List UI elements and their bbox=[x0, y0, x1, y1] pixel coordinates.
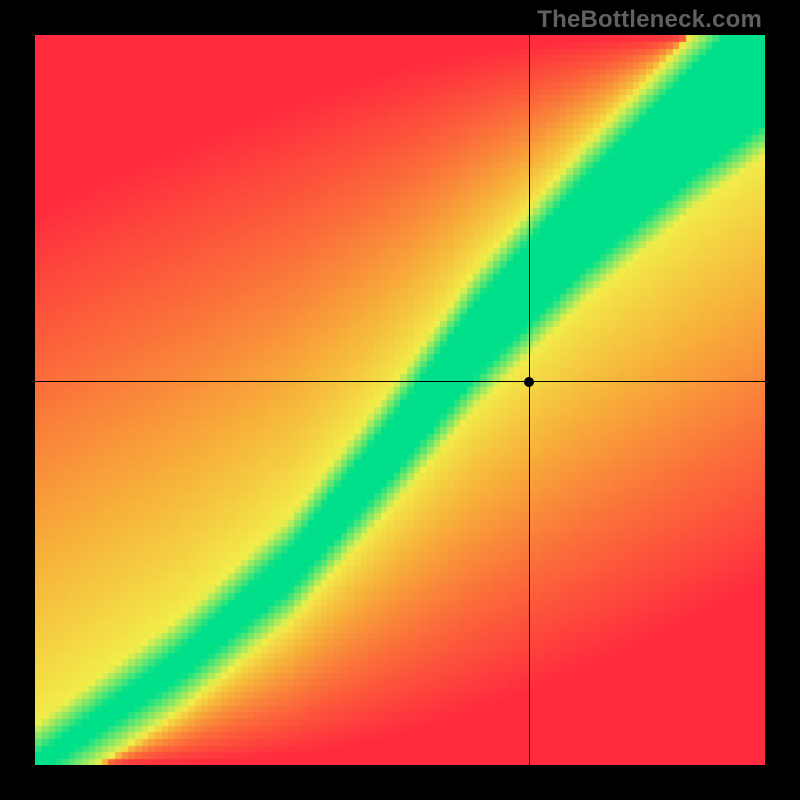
crosshair-dot bbox=[524, 377, 534, 387]
crosshair-vertical bbox=[529, 35, 530, 765]
outer-frame: TheBottleneck.com bbox=[0, 0, 800, 800]
heatmap-canvas bbox=[35, 35, 765, 765]
crosshair-horizontal bbox=[35, 381, 765, 382]
watermark-text: TheBottleneck.com bbox=[537, 6, 762, 34]
